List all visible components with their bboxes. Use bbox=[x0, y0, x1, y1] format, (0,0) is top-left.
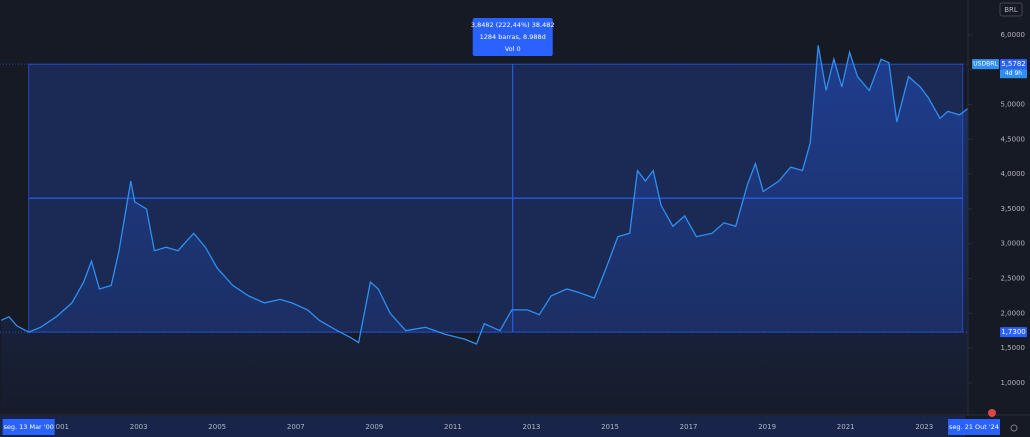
plot-area: 3,8482 (222,44%) 38.482 1284 barras, 8.98… bbox=[0, 18, 996, 416]
y-tick-label: 1,0000 bbox=[1001, 379, 1026, 387]
y-tick-label: 6,0000 bbox=[1001, 31, 1026, 39]
x-tick-label: 2007 bbox=[287, 423, 305, 431]
area bbox=[1, 45, 995, 416]
date-tag-label: seg. 13 Mar '00 bbox=[3, 423, 53, 431]
countdown: 4d 9h bbox=[1005, 70, 1022, 77]
tooltip-line: Vol 0 bbox=[505, 45, 521, 53]
price-tag-label: 5,5782 bbox=[1001, 60, 1026, 68]
y-tick-label: 4,0000 bbox=[1001, 170, 1026, 178]
x-tick-label: 2019 bbox=[758, 423, 776, 431]
symbol-label: USDBRL bbox=[973, 61, 998, 68]
x-tick-label: 2005 bbox=[208, 423, 226, 431]
price-line-series bbox=[0, 45, 996, 345]
x-tick-label: 2009 bbox=[365, 423, 383, 431]
y-tick-label: 4,5000 bbox=[1001, 135, 1026, 143]
tooltip-line: 3,8482 (222,44%) 38.482 bbox=[471, 21, 555, 29]
x-tick-label: 2021 bbox=[837, 423, 855, 431]
x-tick-label: 2017 bbox=[680, 423, 698, 431]
countdown-tag bbox=[1000, 69, 1027, 79]
price-tag bbox=[1000, 59, 1027, 70]
time-axis-labels: 2001 2003 2005 2007 2009 2011 2013 2015 2017 2019… bbox=[2, 415, 1000, 435]
y-tick-label: 3,5000 bbox=[1001, 205, 1026, 213]
currency-box[interactable] bbox=[999, 2, 1023, 17]
tooltip-line: 1284 barras, 8.988d bbox=[480, 33, 546, 41]
tooltip bbox=[472, 18, 553, 56]
date-tag bbox=[948, 419, 1000, 435]
y-tick-label: 2,0000 bbox=[1001, 309, 1026, 317]
price-axis-labels: 1,0000 1,5000 2,0000 2,5000 3,0000 3,5000 4,00… bbox=[968, 31, 1027, 387]
price-tag bbox=[1000, 327, 1027, 338]
date-tag-label: seg. 21 Out '24 bbox=[949, 423, 999, 431]
currency: BRL bbox=[1004, 6, 1018, 14]
x-tick-label: 2023 bbox=[915, 423, 933, 431]
x-tick-label: 2013 bbox=[523, 423, 541, 431]
x-tick-label: 2001 bbox=[51, 423, 69, 431]
y-tick-label: 1,5000 bbox=[1001, 344, 1026, 352]
y-tick-label: 3,0000 bbox=[1001, 240, 1026, 248]
time-range-highlight bbox=[0, 416, 965, 437]
price-tag-label: 1,7300 bbox=[1001, 328, 1026, 336]
x-tick-label: 2015 bbox=[601, 423, 619, 431]
x-tick-label: 2003 bbox=[130, 423, 148, 431]
y-tick-label: 5,0000 bbox=[1001, 100, 1026, 108]
symbol-tag bbox=[972, 59, 999, 70]
event-icon[interactable] bbox=[988, 409, 996, 417]
date-tag bbox=[2, 419, 55, 435]
y-tick-label: 2,5000 bbox=[1001, 275, 1026, 283]
settings-icon[interactable] bbox=[1010, 424, 1018, 432]
x-tick-label: 2011 bbox=[444, 423, 462, 431]
